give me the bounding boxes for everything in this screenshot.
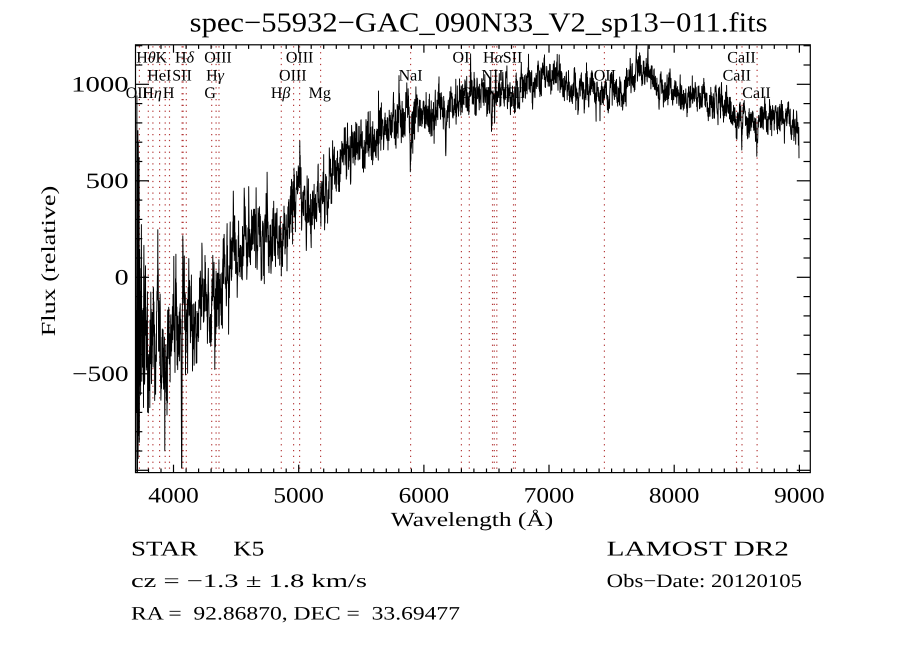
svg-text:Wavelength (Å): Wavelength (Å) xyxy=(391,509,554,531)
svg-text:cz = −1.3 ± 1.8 km/s: cz = −1.3 ± 1.8 km/s xyxy=(131,571,367,592)
svg-text:Obs−Date: 20120105: Obs−Date: 20120105 xyxy=(607,571,802,592)
svg-text:Mg: Mg xyxy=(309,85,331,102)
svg-text:Hα: Hα xyxy=(483,50,504,67)
svg-text:NII: NII xyxy=(481,67,503,84)
svg-text:Hη: Hη xyxy=(142,85,162,102)
svg-text:LAMOST DR2: LAMOST DR2 xyxy=(607,536,789,560)
svg-text:OII: OII xyxy=(594,67,616,84)
svg-text:500: 500 xyxy=(86,168,129,193)
svg-text:Hγ: Hγ xyxy=(206,67,225,84)
svg-text:OIII: OIII xyxy=(286,50,314,67)
svg-text:RA = 92.86870, DEC = 33.6947: RA = 92.86870, DEC = 33.69477 xyxy=(131,604,460,625)
svg-text:SII: SII xyxy=(172,67,192,84)
svg-text:spec−55932−GAC_090N33_V2_sp13−: spec−55932−GAC_090N33_V2_sp13−011.fits xyxy=(190,6,768,37)
svg-text:OI: OI xyxy=(453,50,470,67)
svg-text:HeI: HeI xyxy=(147,67,171,84)
svg-text:7000: 7000 xyxy=(524,483,575,508)
svg-text:Hβ: Hβ xyxy=(271,85,291,102)
svg-text:1000: 1000 xyxy=(71,72,129,97)
svg-text:STAR: STAR xyxy=(131,536,198,560)
svg-text:NII: NII xyxy=(486,85,508,102)
svg-text:4000: 4000 xyxy=(148,483,199,508)
svg-text:K5: K5 xyxy=(233,536,264,560)
svg-text:CaII: CaII xyxy=(727,50,755,67)
svg-text:Flux (relative): Flux (relative) xyxy=(38,186,60,337)
svg-text:NaI: NaI xyxy=(399,67,423,84)
svg-text:CaII: CaII xyxy=(723,67,751,84)
svg-text:CaII: CaII xyxy=(742,85,770,102)
svg-text:OIII: OIII xyxy=(204,50,232,67)
svg-text:SII: SII xyxy=(506,85,526,102)
svg-text:K: K xyxy=(156,50,168,67)
svg-text:5000: 5000 xyxy=(273,483,324,508)
svg-text:0: 0 xyxy=(115,265,129,290)
svg-text:SII: SII xyxy=(503,50,523,67)
svg-text:H: H xyxy=(163,85,175,102)
svg-text:OII: OII xyxy=(126,85,148,102)
svg-text:6000: 6000 xyxy=(399,483,450,508)
svg-text:Hδ: Hδ xyxy=(175,50,195,67)
svg-text:−500: −500 xyxy=(72,361,129,386)
svg-text:OI: OI xyxy=(461,85,478,102)
svg-text:G: G xyxy=(204,85,216,102)
svg-text:9000: 9000 xyxy=(774,483,825,508)
svg-text:Hθ: Hθ xyxy=(136,50,156,67)
svg-text:8000: 8000 xyxy=(649,483,700,508)
svg-text:OIII: OIII xyxy=(279,67,307,84)
